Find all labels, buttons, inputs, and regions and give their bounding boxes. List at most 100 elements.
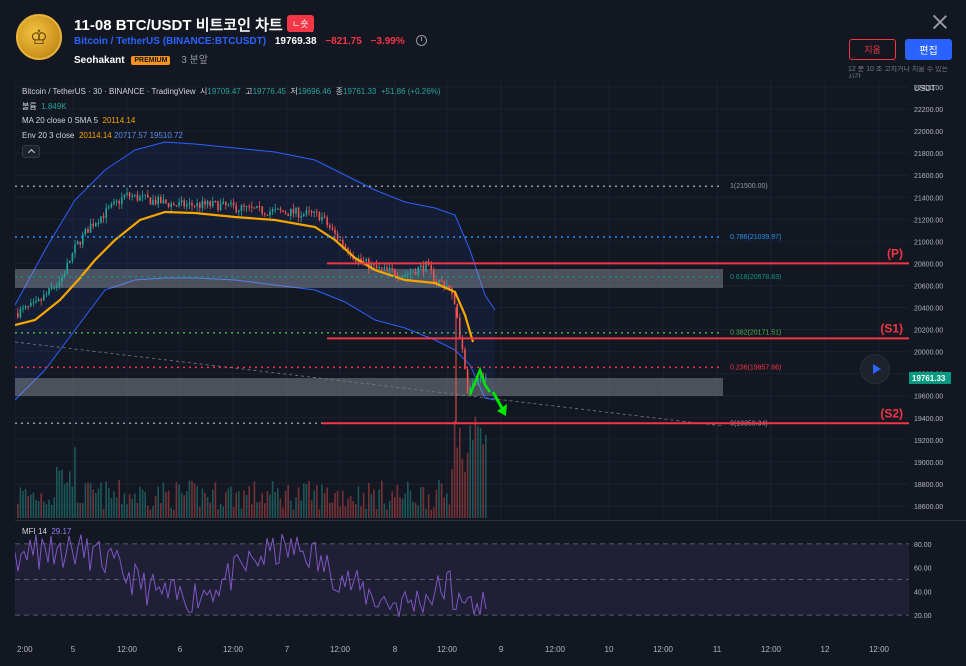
volume-bar: [360, 506, 362, 518]
candle-body: [422, 265, 425, 272]
volume-bar: [331, 502, 334, 518]
time-tick: 12:00: [761, 645, 782, 654]
candle-body: [430, 264, 432, 271]
volume-bar: [308, 480, 310, 518]
volume-bar: [232, 506, 235, 518]
delete-button[interactable]: 지움: [849, 39, 896, 60]
volume-bar: [76, 502, 79, 518]
price-chart-pane[interactable]: 1(21500.00) 0.786(21039.97) 0.618(20678.83…: [15, 80, 909, 518]
time-tick: 12: [821, 645, 830, 654]
volume-bar: [63, 484, 66, 518]
candle-body: [235, 205, 237, 213]
candle-body: [27, 306, 29, 308]
edit-button[interactable]: 편집: [905, 39, 952, 60]
volume-bar: [165, 491, 167, 518]
price-axis-unit: USDT: [914, 84, 936, 93]
volume-bar: [425, 508, 427, 518]
volume-bar: [334, 492, 336, 518]
volume-bar: [440, 483, 443, 518]
candle-body: [48, 287, 50, 294]
candle-body: [321, 216, 323, 221]
volume-bar: [17, 503, 19, 518]
collapse-legend-button[interactable]: [22, 145, 40, 158]
envelope-lower-line: [15, 277, 496, 401]
level-label: (S2): [880, 406, 903, 420]
alarm-clock-icon[interactable]: [415, 35, 427, 46]
volume-bar: [32, 492, 35, 518]
candle-body: [313, 211, 315, 213]
volume-bar: [349, 496, 352, 518]
candle-body: [35, 301, 37, 303]
level-label: (P): [887, 246, 903, 260]
mfi-canvas[interactable]: [15, 522, 909, 640]
close-icon[interactable]: [932, 14, 948, 30]
volume-bar: [435, 489, 438, 518]
volume-bar: [310, 500, 313, 518]
volume-bar: [453, 420, 456, 518]
direction-badge: ㄴ숏: [287, 15, 314, 32]
candle-body: [105, 208, 107, 218]
edit-time-note: 12 분 10 초 고치거나 지울 수 있는 시간: [848, 66, 949, 78]
volume-bar: [173, 509, 175, 518]
volume-bar: [180, 492, 183, 518]
time-tick: 7: [285, 645, 290, 654]
author-avatar[interactable]: ♔: [16, 14, 62, 60]
volume-bar: [222, 506, 224, 518]
candle-body: [162, 199, 165, 204]
mfi-pane[interactable]: [15, 522, 909, 640]
candle-body: [152, 199, 154, 205]
volume-bar: [219, 503, 222, 518]
candle-body: [282, 210, 284, 213]
volume-bar: [451, 468, 453, 518]
volume-bar: [329, 502, 331, 518]
volume-bar: [266, 491, 269, 518]
volume-bar: [162, 482, 165, 518]
play-replay-button[interactable]: [860, 354, 890, 384]
symbol-exchange-link[interactable]: (BINANCE:BTCUSDT): [162, 36, 267, 47]
volume-bar: [167, 490, 170, 518]
fib-label: 0.382(20171.51): [730, 330, 781, 337]
ma-legend: MA 20 close 0 SMA 5 20114.14: [22, 116, 135, 125]
price-change: −821.75: [325, 36, 362, 47]
candle-body: [245, 206, 248, 208]
candle-body: [407, 274, 409, 276]
volume-bar: [339, 506, 341, 518]
author-name[interactable]: Seohakant: [74, 55, 125, 66]
candle-body: [316, 211, 318, 213]
price-tick: 21000.00: [914, 239, 943, 246]
level-label: (S1): [880, 321, 903, 335]
resistance-zone: [15, 269, 723, 288]
pane-separator[interactable]: [15, 520, 966, 521]
mfi-tick: 20.00: [914, 613, 932, 620]
candle-body: [453, 293, 456, 305]
candle-body: [63, 274, 66, 278]
mfi-legend: MFI 14 29.17: [22, 527, 71, 536]
mfi-tick: 40.00: [914, 589, 932, 596]
candle-body: [201, 200, 204, 208]
candle-body: [206, 201, 209, 205]
price-tick: 20000.00: [914, 350, 943, 357]
symbol-name-link[interactable]: Bitcoin / TetherUS: [74, 36, 160, 47]
candle-body: [19, 308, 22, 318]
candle-body: [292, 208, 295, 214]
candle-body: [212, 201, 214, 207]
volume-bar: [136, 502, 139, 518]
time-axis[interactable]: 2:00 5 12:00 6 12:00 7 12:00 8 12:00 9 12:00 10 12:0…: [15, 640, 966, 666]
volume-bar: [321, 484, 323, 518]
price-chart-canvas[interactable]: 1(21500.00) 0.786(21039.97) 0.618(20678.83…: [15, 80, 909, 518]
fib-label: 1(21500.00): [730, 183, 768, 190]
candle-body: [71, 253, 74, 262]
price-tick: 22200.00: [914, 107, 943, 114]
candle-body: [459, 317, 461, 339]
volume-bar: [238, 491, 240, 518]
volume-bar: [196, 486, 198, 518]
volume-bar: [92, 489, 94, 518]
volume-bar: [271, 481, 274, 518]
price-tick: 18600.00: [914, 504, 943, 511]
volume-bar: [378, 489, 380, 518]
candle-body: [82, 234, 84, 245]
candle-body: [365, 259, 367, 261]
volume-bar: [399, 497, 401, 518]
candle-body: [425, 261, 427, 272]
